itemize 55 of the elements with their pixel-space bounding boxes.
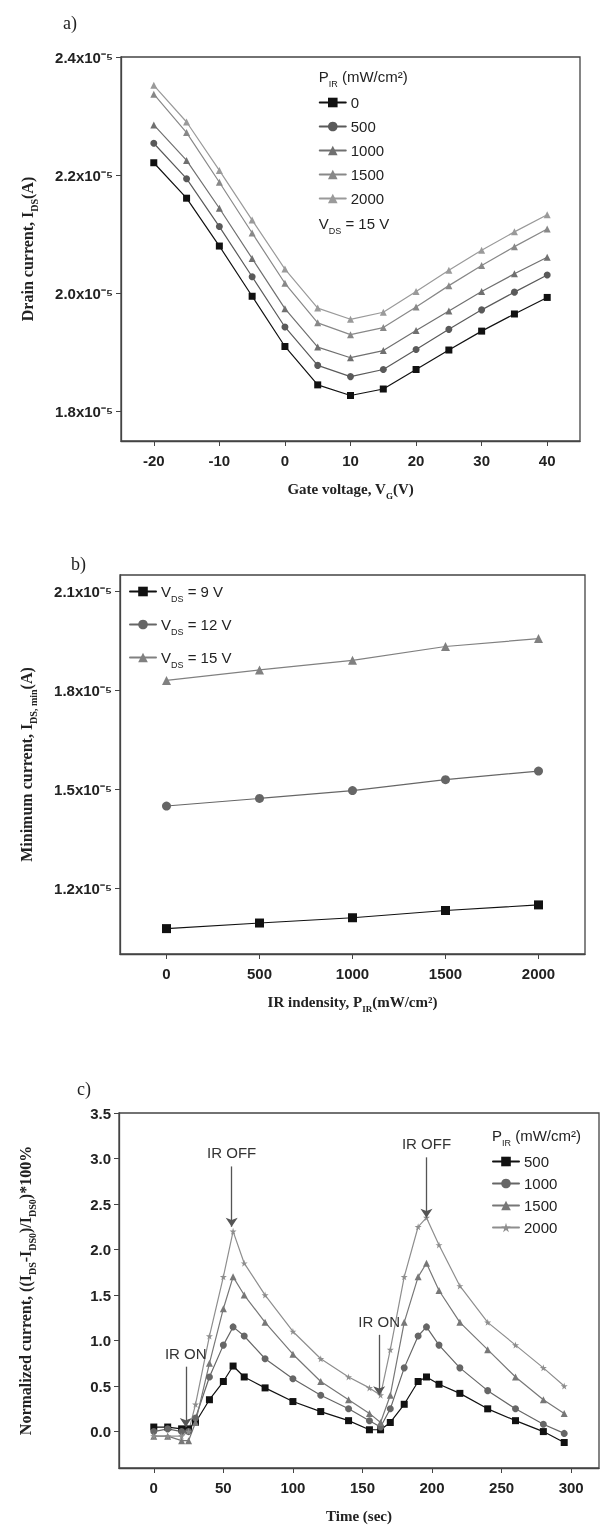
x-tick-label: 1000 [335,965,370,982]
x-tick-label: 30 [473,452,490,469]
x-axis-title: Time (sec) [326,1507,392,1525]
y-tick-label: 3.5 [90,1104,111,1122]
x-tick-label: -10 [208,452,231,469]
y-axis-title: Drain current, IDS(A) [18,176,40,322]
y-tick-label: 2.0x10⁻⁵ [55,284,113,302]
x-tick-label: 100 [280,1479,306,1496]
y-tick-label: 0.5 [90,1377,111,1395]
y-tick-label: 2.2x10⁻⁵ [55,166,113,184]
x-tick-label: -20 [142,452,165,469]
x-tick-label: 250 [489,1479,515,1496]
y-tick-label: 2.0 [90,1241,111,1259]
x-tick-label: 0 [280,452,290,469]
y-tick-label: 2.5 [90,1195,111,1213]
x-tick-label: 2000 [521,965,556,982]
y-tick-label: 3.0 [90,1150,111,1168]
annotation: IR OFF [401,1135,452,1153]
legend-label: 2000 [524,1219,558,1236]
x-tick-label: 50 [215,1479,232,1496]
x-tick-label: 200 [419,1479,445,1496]
legend-label: 2000 [350,190,385,207]
y-tick-label: 1.5 [90,1286,111,1304]
x-tick-label: 40 [538,452,556,469]
y-axis-title: Normalized current, ((IDS-IDS0)/IDS0)*100% [16,1145,38,1436]
y-tick-label: 1.0 [90,1332,111,1350]
y-tick-label: 1.8x10⁻⁵ [54,681,112,699]
x-tick-label: 20 [407,452,425,469]
y-tick-label: 1.2x10⁻⁵ [54,879,112,897]
y-tick-label: 1.5x10⁻⁵ [54,780,112,798]
legend-label: 1000 [524,1175,558,1192]
annotation: IR OFF [207,1144,257,1162]
x-tick-label: 300 [558,1479,584,1496]
x-tick-label: 0 [149,1479,158,1496]
annotation: IR ON [358,1312,401,1330]
x-tick-label: 0 [162,965,171,982]
legend-label: 500 [524,1153,550,1170]
y-tick-label: 2.1x10⁻⁵ [54,582,112,600]
chart-title: c) [77,1078,91,1100]
legend-label: 500 [350,118,376,135]
x-tick-label: 10 [342,452,359,469]
y-tick-label: 2.4x10⁻⁵ [55,48,113,66]
chart-title: a) [63,12,77,34]
legend-label: 1500 [350,166,385,183]
chart-title: b) [71,553,86,575]
x-tick-label: 1500 [428,965,463,982]
legend-label: 0 [350,94,360,111]
y-tick-label: 1.8x10⁻⁵ [55,402,113,420]
legend-label: 1000 [350,142,385,159]
x-tick-label: 150 [349,1479,375,1496]
legend-label: 1500 [524,1197,558,1214]
x-tick-label: 500 [246,965,273,982]
y-tick-label: 0.0 [90,1423,111,1441]
annotation: IR ON [164,1344,207,1362]
y-axis-title: Minimum current, IDS, min(A) [17,667,39,862]
